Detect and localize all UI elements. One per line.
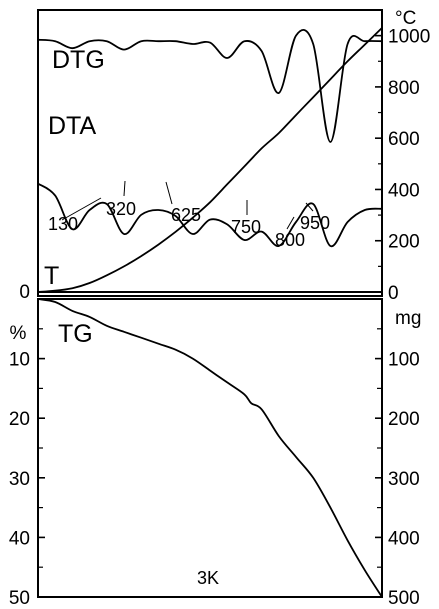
tg-series-label: TG	[58, 320, 93, 348]
percent-tick-label: 10	[9, 350, 30, 371]
temperature-unit-label: °C	[395, 8, 416, 29]
percent-tick-label: 40	[9, 528, 30, 549]
peak-leader-line	[305, 202, 314, 212]
tg-curve	[37, 298, 383, 598]
peak-leader-line	[165, 181, 173, 205]
peak-leader-line	[123, 180, 126, 197]
top-panel-frame	[37, 9, 383, 297]
temperature-tick-label: 200	[388, 232, 420, 253]
dtg-curve	[37, 29, 383, 143]
temperature-tick-label: 400	[388, 180, 420, 201]
dta-series-label: DTA	[48, 112, 96, 140]
percent-tick-label: 0	[19, 282, 30, 303]
dta-peak-label: 130	[48, 214, 78, 234]
dta-peak-label: 625	[171, 205, 201, 225]
temperature-curve	[37, 27, 383, 293]
mass-tick-label: 300	[388, 469, 420, 490]
dta-peak-label: 750	[231, 217, 261, 237]
temperature-tick-label: 600	[388, 129, 420, 150]
mass-tick-label: 400	[388, 528, 420, 549]
dtg-series-label: DTG	[52, 46, 105, 74]
temperature-series-label: T	[44, 262, 59, 290]
mass-tick-label: 200	[388, 409, 420, 430]
mass-unit-label: mg	[395, 308, 421, 329]
temperature-tick-label: 0	[388, 283, 399, 304]
percent-tick-label: 30	[9, 469, 30, 490]
dta-peak-label: 800	[275, 230, 305, 250]
mass-tick-label: 500	[388, 588, 420, 609]
peak-leader-line	[286, 216, 295, 230]
percent-tick-label: 20	[9, 409, 30, 430]
percent-tick-label: 50	[9, 588, 30, 609]
percent-unit-label: %	[10, 323, 27, 344]
peak-leader-line	[61, 197, 102, 221]
temperature-tick-label: 1000	[388, 27, 430, 48]
sample-label: 3K	[197, 568, 219, 588]
mass-tick-label: 100	[388, 350, 420, 371]
dta-curve	[37, 182, 383, 247]
dta-peak-label: 950	[300, 213, 330, 233]
temperature-tick-label: 800	[388, 78, 420, 99]
dta-peak-label: 320	[106, 199, 136, 219]
